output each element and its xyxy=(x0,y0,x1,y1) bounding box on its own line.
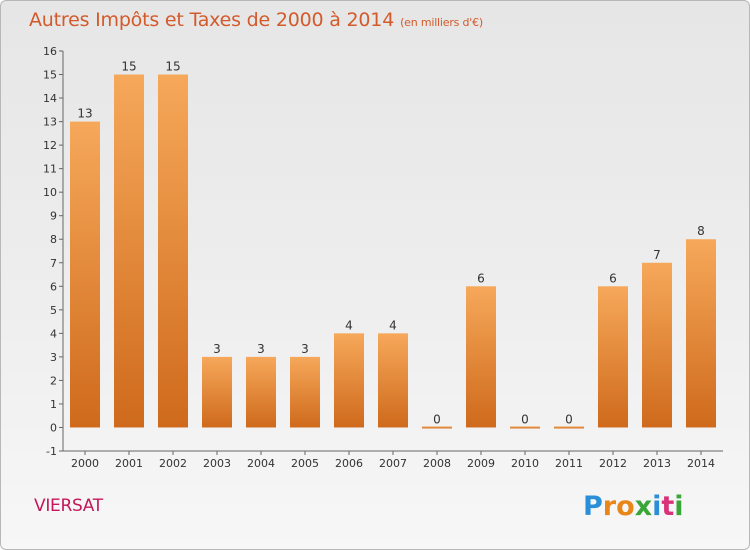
bar-2008 xyxy=(422,426,452,429)
data-label-2004: 3 xyxy=(257,342,265,356)
chart-data-labels: 13 15 15 3 3 3 4 4 0 6 0 0 6 7 8 xyxy=(77,60,704,427)
bar-2010 xyxy=(510,426,540,429)
proxiti-logo: Proxiti xyxy=(583,491,684,522)
x-tick-label-2007: 2007 xyxy=(379,457,407,470)
y-tick-label: 11 xyxy=(43,163,57,176)
x-tick-label-2008: 2008 xyxy=(423,457,451,470)
y-tick-label: 16 xyxy=(43,45,57,58)
data-label-2008: 0 xyxy=(433,412,441,426)
bar-2012 xyxy=(598,286,628,428)
x-tick-label-2013: 2013 xyxy=(643,457,671,470)
y-tick-label: 7 xyxy=(50,257,57,270)
y-tick-label: 9 xyxy=(50,210,57,223)
bar-2013 xyxy=(642,262,672,428)
data-label-2013: 7 xyxy=(653,248,661,262)
bar-2003 xyxy=(202,356,232,428)
bar-2001 xyxy=(114,74,144,428)
y-tick-label: 15 xyxy=(43,69,57,82)
x-tick-label-2005: 2005 xyxy=(291,457,319,470)
y-tick-label: 4 xyxy=(50,327,57,340)
x-tick-label-2012: 2012 xyxy=(599,457,627,470)
data-label-2003: 3 xyxy=(213,342,221,356)
y-tick-label: 3 xyxy=(50,351,57,364)
bar-2006 xyxy=(334,333,364,428)
bar-2014 xyxy=(686,239,716,428)
x-tick-label-2009: 2009 xyxy=(467,457,495,470)
chart-subtitle: (en milliers d'€) xyxy=(400,16,483,29)
data-label-2009: 6 xyxy=(477,271,485,285)
y-tick-label: 6 xyxy=(50,280,57,293)
y-tick-label: 13 xyxy=(43,116,57,129)
bar-2005 xyxy=(290,356,320,428)
bar-2002 xyxy=(158,74,188,428)
x-tick-label-2002: 2002 xyxy=(159,457,187,470)
bar-2000 xyxy=(70,121,100,428)
data-label-2005: 3 xyxy=(301,342,309,356)
y-tick-label: 2 xyxy=(50,374,57,387)
x-tick-label-2011: 2011 xyxy=(555,457,583,470)
location-label: VIERSAT xyxy=(34,496,103,516)
data-label-2010: 0 xyxy=(521,412,529,426)
bar-2004 xyxy=(246,356,276,428)
bar-2011 xyxy=(554,426,584,429)
y-tick-label: 8 xyxy=(50,233,57,246)
data-label-2011: 0 xyxy=(565,412,573,426)
data-label-2012: 6 xyxy=(609,271,617,285)
data-label-2000: 13 xyxy=(77,107,92,121)
y-tick-label: 1 xyxy=(50,398,57,411)
y-tick-label: -1 xyxy=(46,445,57,458)
title-text: Autres Impôts et Taxes de 2000 à 2014 xyxy=(29,9,395,31)
y-tick-label: 10 xyxy=(43,186,57,199)
data-label-2002: 15 xyxy=(165,60,180,74)
bar-2009 xyxy=(466,286,496,428)
y-tick-label: 0 xyxy=(50,421,57,434)
x-tick-label-2006: 2006 xyxy=(335,457,363,470)
x-tick-label-2003: 2003 xyxy=(203,457,231,470)
data-label-2006: 4 xyxy=(345,318,353,332)
data-label-2014: 8 xyxy=(697,224,705,238)
x-tick-label-2004: 2004 xyxy=(247,457,275,470)
y-tick-label: 14 xyxy=(43,92,57,105)
chart-bars xyxy=(70,74,716,429)
y-tick-label: 12 xyxy=(43,139,57,152)
data-label-2001: 15 xyxy=(121,60,136,74)
x-tick-label-2000: 2000 xyxy=(71,457,99,470)
x-tick-label-2014: 2014 xyxy=(687,457,715,470)
x-tick-label-2010: 2010 xyxy=(511,457,539,470)
bar-2007 xyxy=(378,333,408,428)
x-tick-label-2001: 2001 xyxy=(115,457,143,470)
y-tick-label: 5 xyxy=(50,304,57,317)
data-label-2007: 4 xyxy=(389,318,397,332)
chart-title: Autres Impôts et Taxes de 2000 à 2014 (en… xyxy=(29,9,483,31)
